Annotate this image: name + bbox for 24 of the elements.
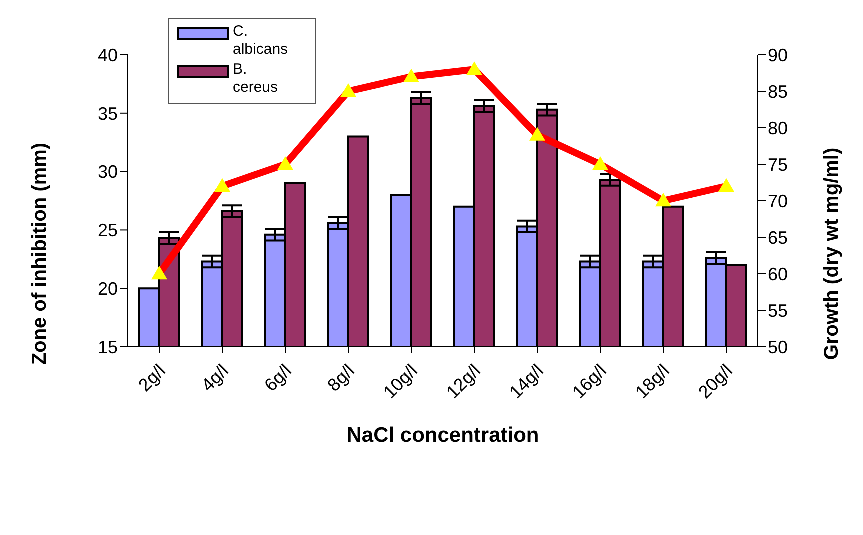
x-axis-title: NaCl concentration <box>346 424 540 447</box>
y2-tick-label: 50 <box>768 337 788 358</box>
x-tick-label: 4g/l <box>198 360 232 396</box>
y2-tick-label: 80 <box>768 118 788 138</box>
y-tick-label: 25 <box>98 220 118 241</box>
y2-tick-label: 70 <box>768 191 788 212</box>
x-tick-label: 8g/l <box>324 360 358 396</box>
y-tick-label: 20 <box>98 278 118 299</box>
y-axis-title: Zone of inhibition (mm) <box>29 142 51 366</box>
y2-tick-label: 60 <box>768 264 788 284</box>
y-tick-label: 40 <box>98 45 118 66</box>
y2-tick-label: 85 <box>768 82 788 102</box>
y2-tick-label: 90 <box>768 45 788 66</box>
x-tick-label: 6g/l <box>260 360 296 396</box>
y2-tick-label: 55 <box>768 300 788 321</box>
y2-tick-label: 75 <box>768 154 788 175</box>
legend-label: B. cereus <box>233 61 280 97</box>
y2-axis-title: Growth (dry wt mg/ml) <box>821 148 843 360</box>
legend-label: C. albicans <box>233 23 290 59</box>
y-tick-label: 35 <box>98 104 118 124</box>
x-tick-label: 2g/l <box>134 360 170 396</box>
y-tick-label: 15 <box>98 337 118 358</box>
y-tick-label: 30 <box>98 162 118 182</box>
y2-tick-label: 65 <box>768 228 788 248</box>
